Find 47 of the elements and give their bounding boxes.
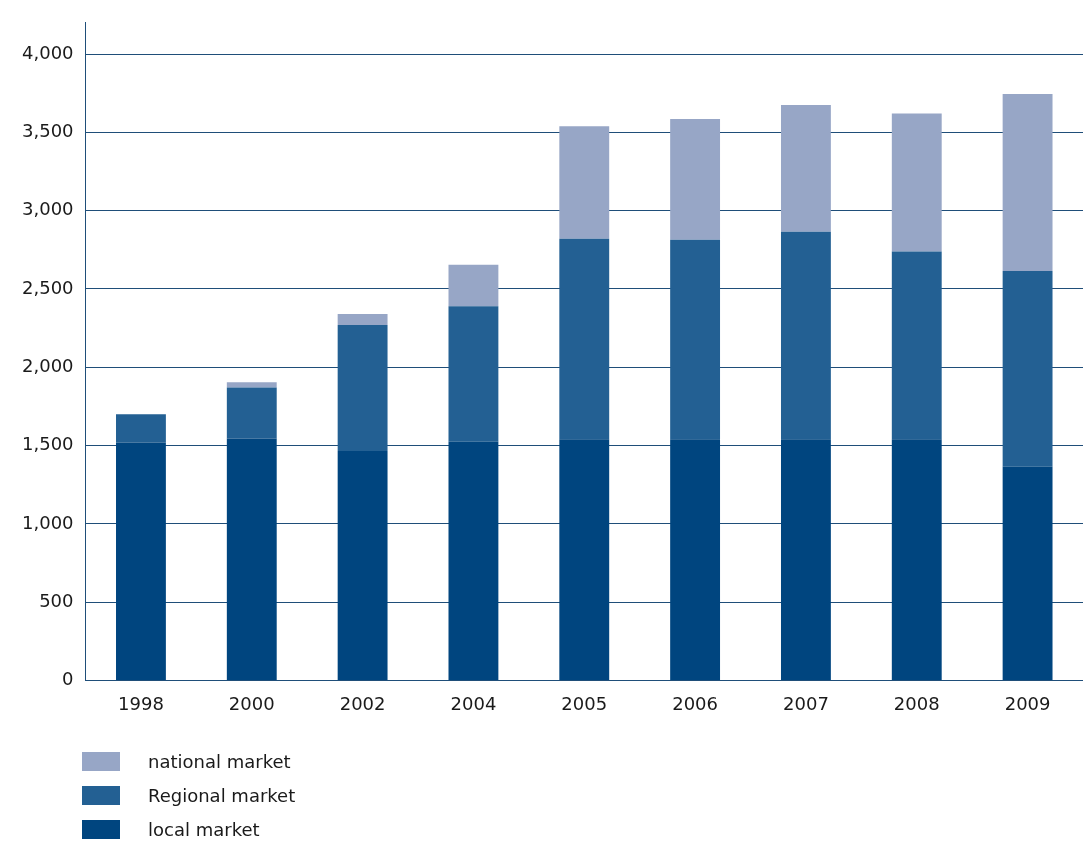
x-tick-label: 2006 (672, 692, 718, 714)
bar (670, 119, 721, 240)
bar (891, 113, 942, 252)
x-tick-label: 2007 (783, 692, 829, 714)
bar (226, 382, 277, 388)
bar (670, 239, 721, 440)
bar (448, 441, 499, 680)
bar (448, 306, 499, 442)
bar (337, 314, 388, 325)
bar (116, 414, 166, 443)
bar (780, 439, 831, 680)
bar (559, 126, 610, 239)
bar (780, 231, 831, 440)
bar (116, 442, 166, 680)
y-tick-label: 0 (62, 668, 74, 690)
x-tick-label: 2008 (893, 692, 940, 714)
bar (226, 438, 277, 680)
bar (448, 264, 499, 307)
legend-label: national market (148, 750, 291, 772)
bar (1002, 270, 1053, 467)
y-tick-label: 1,500 (22, 433, 74, 455)
bar (891, 439, 942, 680)
x-tick-label: 2000 (228, 692, 275, 714)
y-tick-label: 2,000 (22, 354, 74, 376)
x-tick-label: 2005 (561, 692, 608, 714)
x-tick-label: 1998 (118, 692, 164, 714)
y-tick-label: 3,000 (22, 198, 74, 220)
x-tick-label: 2002 (339, 692, 386, 714)
bar (1002, 94, 1053, 271)
bar (1002, 466, 1053, 680)
y-tick-label: 4,000 (22, 41, 74, 63)
bar (337, 324, 388, 452)
y-tick-label: 3,500 (22, 120, 74, 142)
bar (559, 238, 610, 440)
bar (780, 105, 831, 232)
legend-label: Regional market (148, 784, 296, 806)
y-tick-label: 1,000 (22, 511, 74, 533)
x-tick-label: 2004 (450, 692, 497, 714)
legend-label: local market (148, 818, 260, 840)
y-tick-label: 2,500 (22, 276, 74, 298)
bar (226, 387, 277, 439)
y-tick-label: 500 (39, 589, 74, 611)
bar (337, 451, 388, 680)
bar (670, 439, 721, 680)
bar (559, 439, 610, 680)
x-tick-label: 2009 (1004, 692, 1051, 714)
bar (891, 251, 942, 440)
